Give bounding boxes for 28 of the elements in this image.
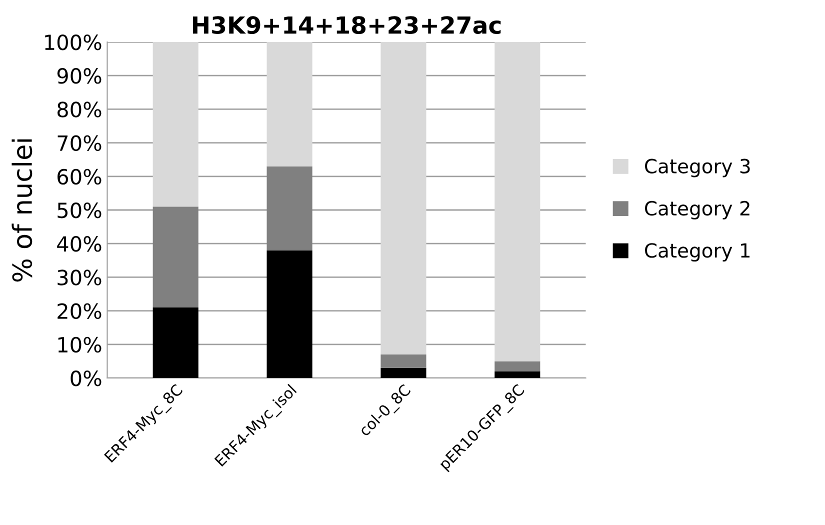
y-tick-label: 10% (58, 336, 102, 353)
bar (266, 250, 312, 378)
bar (380, 354, 426, 368)
y-axis-title: % of nuclei (12, 139, 32, 282)
y-tick-label: 50% (58, 202, 102, 218)
bar (494, 371, 540, 378)
bar (152, 42, 198, 207)
legend-label: Category 3 (645, 158, 750, 178)
y-tick-label: 100% (45, 34, 102, 50)
y-tick-label: 0% (70, 370, 102, 386)
bar (494, 361, 540, 372)
bar (380, 42, 426, 354)
bar (494, 42, 540, 362)
y-tick-label: 70% (58, 135, 102, 152)
bar (152, 206, 198, 308)
y-tick-label: 30% (58, 270, 102, 286)
bar (266, 166, 312, 250)
y-tick-label: 90% (57, 68, 102, 84)
legend-label: Category 2 (645, 200, 750, 220)
bar (266, 42, 312, 166)
y-tick-label: 40% (57, 236, 102, 252)
bar (152, 307, 198, 378)
legend-label: Category 1 (645, 243, 750, 262)
y-tick-label: 20% (58, 303, 102, 320)
bar (380, 368, 426, 378)
y-tick-label: 60% (58, 168, 102, 185)
y-tick-label: 80% (57, 102, 102, 118)
chart-title: H3K9+14+18+23+27ac (192, 16, 501, 34)
